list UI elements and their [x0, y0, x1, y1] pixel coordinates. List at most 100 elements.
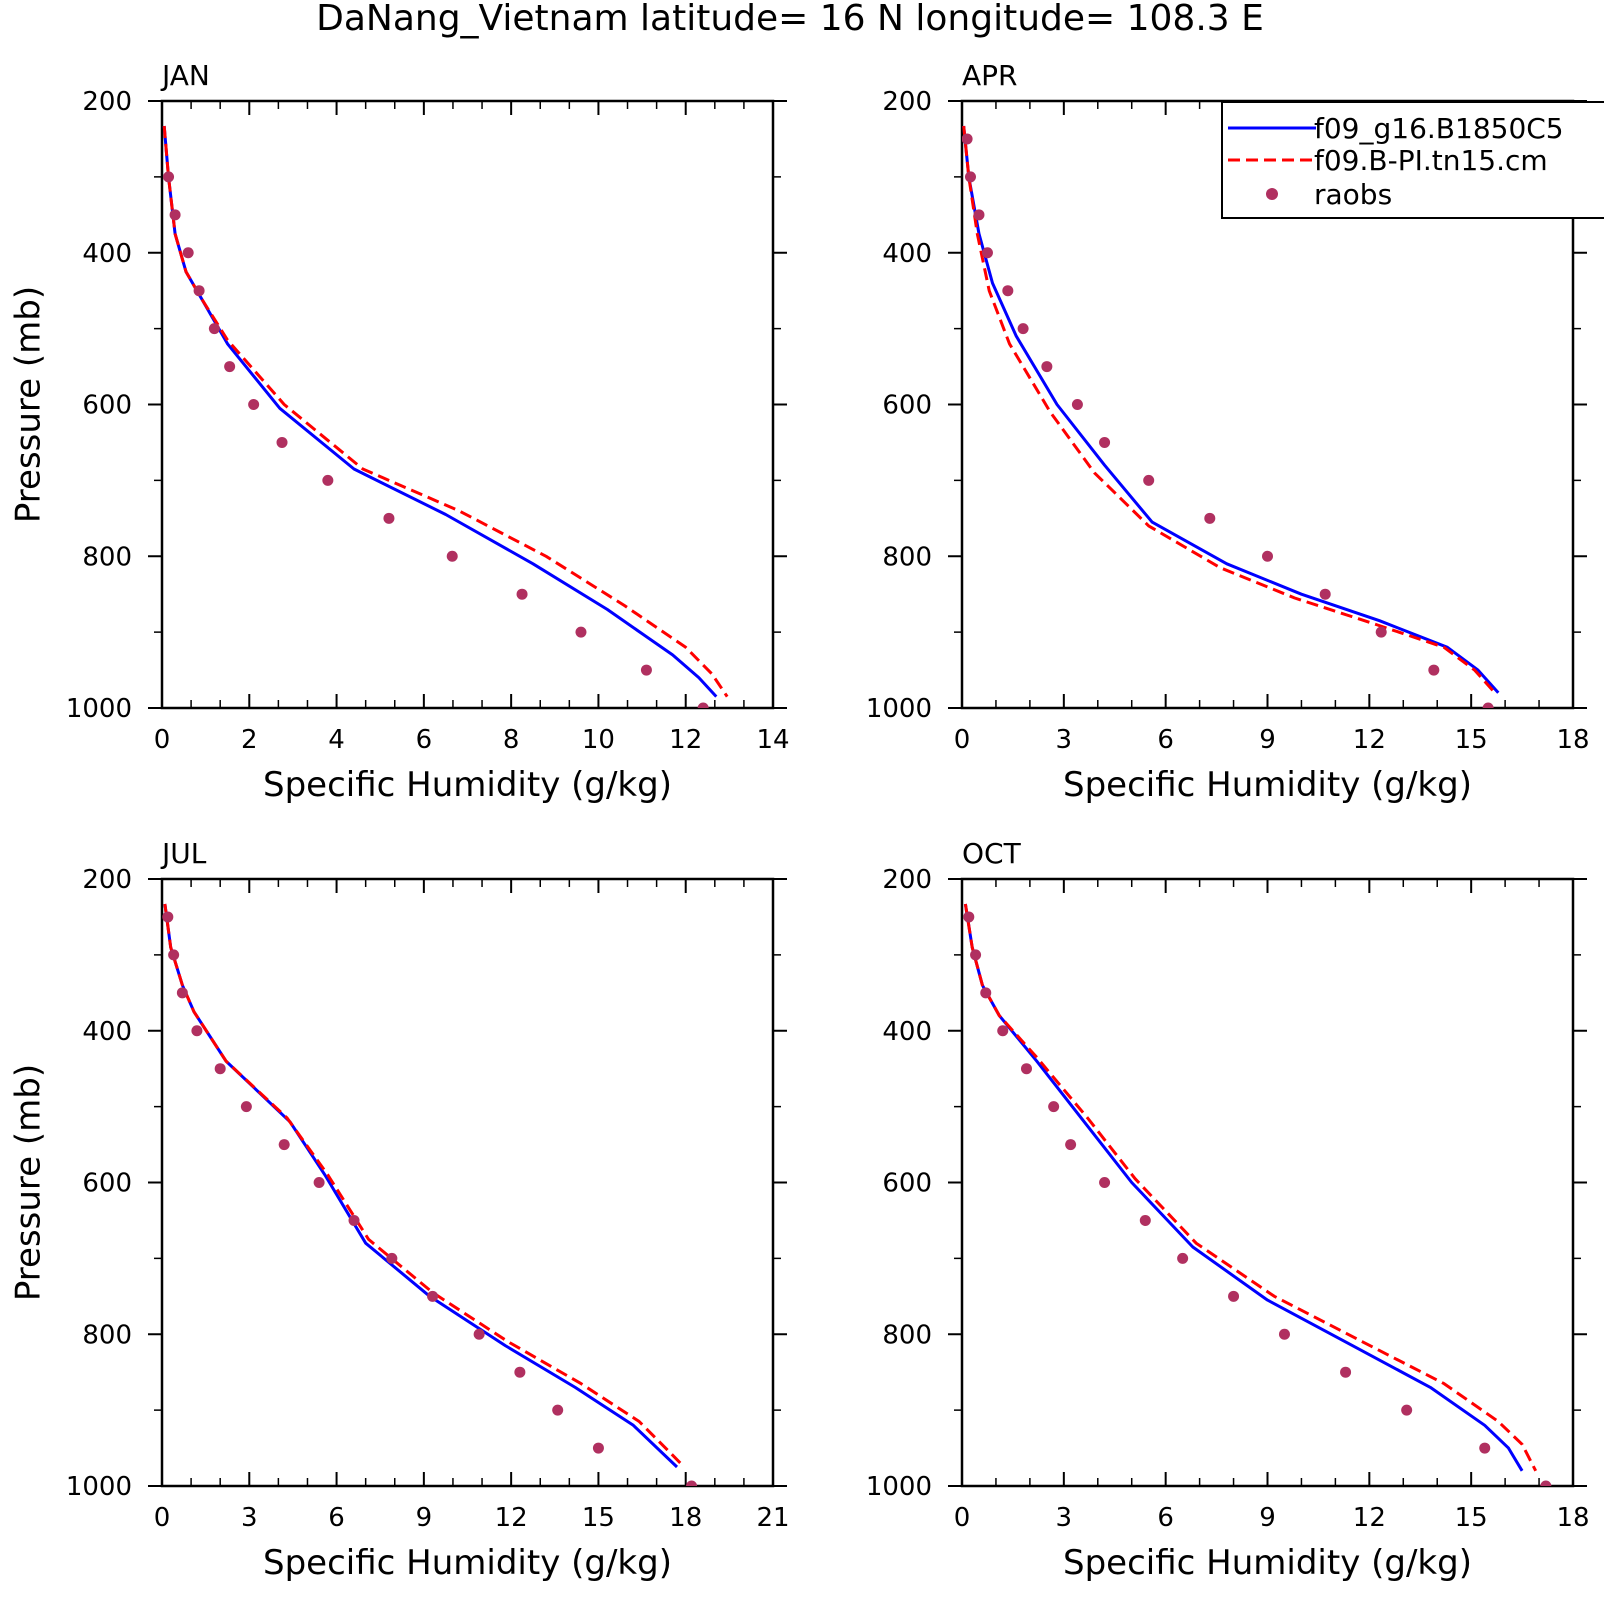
raobs-point-jan: [169, 209, 181, 221]
x-tick-label-oct: 18: [1556, 1503, 1589, 1533]
raobs-point-apr: [1319, 588, 1331, 600]
x-tick-label-oct: 9: [1259, 1503, 1276, 1533]
y-tick-label-oct: 800: [882, 1320, 932, 1350]
y-tick-label-jan: 1000: [66, 694, 132, 724]
x-axis-title-oct: Specific Humidity (g/kg): [1063, 1543, 1472, 1583]
raobs-point-apr: [1017, 323, 1029, 335]
raobs-point-oct: [1048, 1101, 1060, 1113]
raobs-point-apr: [1204, 512, 1216, 524]
x-axis-title-jul: Specific Humidity (g/kg): [263, 1543, 672, 1583]
raobs-point-jan: [575, 626, 587, 638]
y-tick-label-jul: 600: [82, 1169, 132, 1199]
y-tick-label-jan: 800: [82, 542, 132, 572]
series-line-bpi-jan: [162, 125, 729, 698]
raobs-point-jan: [208, 323, 220, 335]
x-tick-label-oct: 15: [1455, 1503, 1488, 1533]
series-group-oct: [963, 903, 1552, 1486]
raobs-point-jul: [162, 911, 174, 923]
raobs-point-jan: [322, 474, 334, 486]
raobs-point-jul: [473, 1328, 485, 1340]
x-tick-label-jul: 12: [495, 1503, 528, 1533]
raobs-point-apr: [962, 133, 973, 145]
panel-apr: 0 3 6 9 12 15 18 200 400 600 800 1000 APR Specific Hu…: [866, 59, 1590, 805]
raobs-point-jul: [313, 1177, 325, 1188]
raobs-point-jan: [193, 285, 205, 297]
x-axis-title-apr: Specific Humidity (g/kg): [1063, 765, 1472, 805]
raobs-point-jul: [552, 1404, 564, 1416]
x-tick-label-oct: 12: [1353, 1503, 1386, 1533]
panel-label-jan: JAN: [160, 59, 210, 92]
figure-title: DaNang_Vietnam latitude= 16 N longitude=…: [316, 0, 1264, 39]
y-tick-label-apr: 600: [882, 391, 932, 421]
raobs-point-oct: [1177, 1252, 1189, 1264]
raobs-point-jan: [383, 512, 395, 524]
raobs-point-jan: [248, 399, 260, 410]
x-tick-label-apr: 12: [1353, 725, 1386, 755]
series-group-jan: [162, 125, 729, 708]
raobs-point-apr: [1002, 285, 1014, 297]
legend-label: raobs: [1314, 178, 1392, 211]
x-tick-label-apr: 15: [1455, 725, 1488, 755]
x-tick-label-jul: 6: [328, 1503, 345, 1533]
raobs-point-oct: [1228, 1290, 1240, 1302]
x-tick-label-jul: 3: [241, 1503, 258, 1533]
y-tick-label-apr: 1000: [866, 694, 932, 724]
panel-oct: 0 3 6 9 12 15 18 200 400 600 800 1000 OCT Specific Hu…: [866, 837, 1590, 1583]
series-group-apr: [962, 125, 1500, 708]
y-tick-label-jul: 400: [82, 1017, 132, 1047]
y-tick-label-oct: 600: [882, 1169, 932, 1199]
x-tick-label-jan: 6: [416, 725, 433, 755]
y-tick-label-oct: 1000: [866, 1472, 932, 1502]
raobs-point-apr: [1099, 436, 1111, 448]
x-tick-label-jul: 21: [756, 1503, 789, 1533]
raobs-point-oct: [1099, 1177, 1111, 1188]
raobs-point-apr: [1143, 474, 1155, 486]
raobs-point-oct: [1278, 1328, 1290, 1340]
x-tick-label-apr: 0: [954, 725, 971, 755]
y-tick-label-apr: 400: [882, 239, 932, 269]
x-tick-label-jan: 2: [241, 725, 258, 755]
panel-label-apr: APR: [962, 59, 1018, 92]
x-tick-label-jan: 0: [154, 725, 171, 755]
series-line-bpi-jul: [163, 903, 686, 1469]
raobs-point-oct: [970, 949, 982, 961]
raobs-point-jan: [276, 436, 288, 448]
raobs-point-jul: [278, 1139, 290, 1151]
y-axis-title-jul: Pressure (mb): [9, 1064, 49, 1301]
panel-jul: 0 3 6 9 12 15 18 21 200 400 600 800 1000 JUL Specific …: [9, 837, 790, 1583]
raobs-point-jul: [240, 1101, 252, 1113]
raobs-point-oct: [1479, 1442, 1491, 1454]
y-tick-label-jul: 800: [82, 1320, 132, 1350]
raobs-point-oct: [1065, 1139, 1077, 1151]
legend-marker-raobs: [1266, 188, 1278, 200]
raobs-point-apr: [1482, 702, 1494, 708]
plot-frame-oct: [960, 877, 1575, 1488]
y-tick-label-apr: 200: [882, 87, 932, 117]
raobs-point-jul: [514, 1366, 526, 1378]
raobs-point-jul: [427, 1290, 439, 1302]
raobs-point-oct: [1139, 1214, 1151, 1226]
y-tick-label-oct: 400: [882, 1017, 932, 1047]
y-tick-label-oct: 200: [882, 865, 932, 895]
raobs-point-jan: [163, 171, 175, 183]
raobs-point-jan: [182, 247, 194, 259]
raobs-point-apr: [1041, 361, 1053, 373]
x-tick-label-oct: 3: [1056, 1503, 1073, 1533]
raobs-point-jul: [592, 1442, 604, 1454]
x-tick-label-jul: 0: [154, 1503, 171, 1533]
y-tick-label-jan: 200: [82, 87, 132, 117]
y-tick-label-jul: 200: [82, 865, 132, 895]
x-tick-label-jan: 8: [503, 725, 520, 755]
plot-frame-jul: [160, 877, 775, 1488]
raobs-point-apr: [1071, 399, 1083, 410]
raobs-point-jan: [446, 550, 458, 562]
raobs-point-jul: [168, 949, 180, 961]
raobs-point-jul: [214, 1063, 226, 1075]
y-tick-label-jan: 400: [82, 239, 132, 269]
x-tick-label-jul: 9: [416, 1503, 433, 1533]
series-line-bpi-apr: [962, 125, 1497, 694]
x-tick-label-jan: 14: [756, 725, 789, 755]
x-axis-title-jan: Specific Humidity (g/kg): [263, 765, 672, 805]
